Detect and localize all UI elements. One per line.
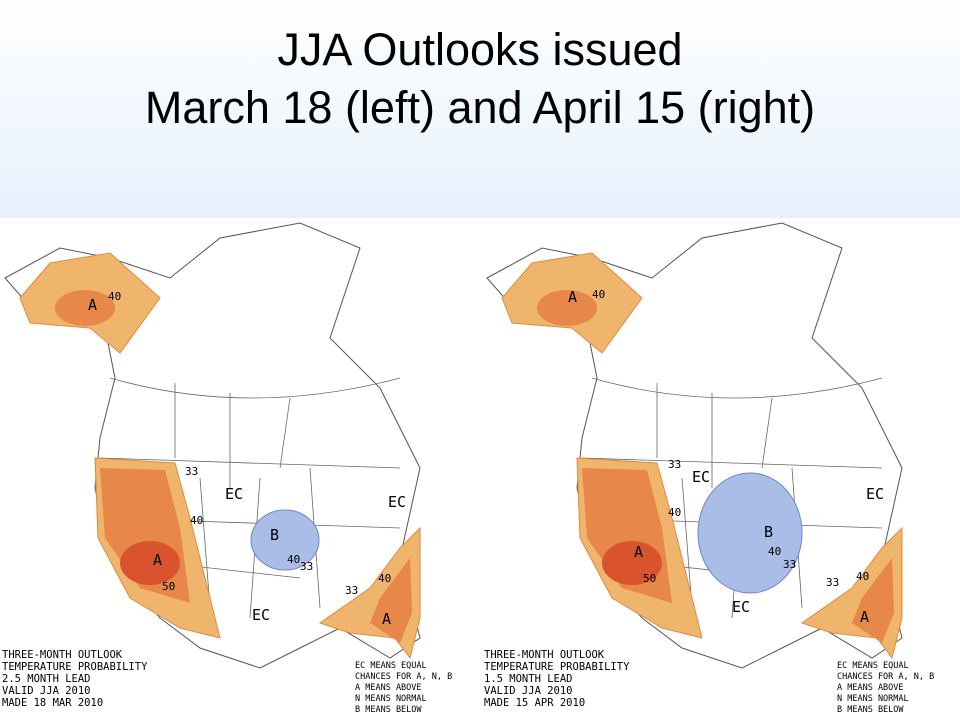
outlook-header: THREE-MONTH OUTLOOK bbox=[484, 649, 605, 661]
map-label: 40 bbox=[768, 545, 781, 558]
map-label: EC bbox=[692, 468, 710, 486]
map-label: 50 bbox=[643, 572, 656, 585]
map-label: EC bbox=[225, 485, 243, 503]
map-label: 40 bbox=[378, 572, 391, 585]
coastline bbox=[486, 222, 903, 669]
legend-key: EC MEANS EQUAL bbox=[837, 661, 909, 671]
outlook-header: MADE 18 MAR 2010 bbox=[2, 697, 103, 709]
legend-key: N MEANS NORMAL bbox=[837, 694, 909, 704]
above-max bbox=[120, 541, 180, 585]
map-label: 40 bbox=[592, 288, 605, 301]
map-label: B bbox=[764, 523, 773, 541]
title-line: March 18 (left) and April 15 (right) bbox=[144, 82, 816, 133]
map-label: 33 bbox=[783, 558, 796, 571]
above-max bbox=[602, 541, 662, 585]
map-label: A bbox=[88, 296, 97, 314]
map-label: EC bbox=[866, 485, 884, 503]
outlook-header: TEMPERATURE PROBABILITY bbox=[2, 661, 148, 673]
legend-key: A MEANS ABOVE bbox=[355, 683, 422, 693]
map-label: 33 bbox=[668, 458, 681, 471]
map-label: EC bbox=[732, 598, 750, 616]
above-core bbox=[370, 558, 412, 643]
legend-key: B MEANS BELOW bbox=[355, 705, 422, 715]
legend-key: CHANCES FOR A, N, B bbox=[837, 672, 934, 682]
map-label: A bbox=[860, 608, 869, 626]
legend-key: B MEANS BELOW bbox=[837, 705, 904, 715]
map-label: A bbox=[153, 551, 162, 569]
map-label: 50 bbox=[162, 580, 175, 593]
title-band: JJA Outlooks issued March 18 (left) and … bbox=[0, 0, 960, 218]
map-label: A bbox=[634, 543, 643, 561]
legend-key: EC MEANS EQUAL bbox=[355, 661, 427, 671]
map-label: EC bbox=[252, 606, 270, 624]
map-label: 33 bbox=[345, 584, 358, 597]
legend-key: N MEANS NORMAL bbox=[355, 694, 427, 704]
above-core bbox=[852, 558, 894, 643]
outlook-header: TEMPERATURE PROBABILITY bbox=[484, 661, 630, 673]
map-label: EC bbox=[388, 493, 406, 511]
map-label: 33 bbox=[300, 560, 313, 573]
title-line: JJA Outlooks issued bbox=[277, 24, 683, 75]
outlook-header: MADE 15 APR 2010 bbox=[484, 697, 585, 709]
map-label: 40 bbox=[668, 506, 681, 519]
map-label: 40 bbox=[856, 570, 869, 583]
map-label: A bbox=[382, 610, 391, 628]
map-label: 40 bbox=[108, 290, 121, 303]
outlook-header: 2.5 MONTH LEAD bbox=[2, 673, 91, 685]
below-area bbox=[250, 509, 320, 571]
legend-key: CHANCES FOR A, N, B bbox=[355, 672, 452, 682]
map-label: B bbox=[270, 526, 279, 544]
legend-key: A MEANS ABOVE bbox=[837, 683, 904, 693]
map-label: 33 bbox=[826, 576, 839, 589]
outlook-header: 1.5 MONTH LEAD bbox=[484, 673, 573, 685]
map-label: 33 bbox=[185, 465, 198, 478]
below-area bbox=[697, 472, 803, 594]
map-label: 40 bbox=[190, 514, 203, 527]
outlook-header: THREE-MONTH OUTLOOK bbox=[2, 649, 123, 661]
outlook-header: VALID JJA 2010 bbox=[2, 685, 91, 697]
above-core bbox=[55, 290, 115, 326]
map-label: 40 bbox=[287, 553, 300, 566]
map-label: A bbox=[568, 288, 577, 306]
coastline bbox=[4, 222, 421, 669]
above-core bbox=[537, 290, 597, 326]
outlook-header: VALID JJA 2010 bbox=[484, 685, 573, 697]
